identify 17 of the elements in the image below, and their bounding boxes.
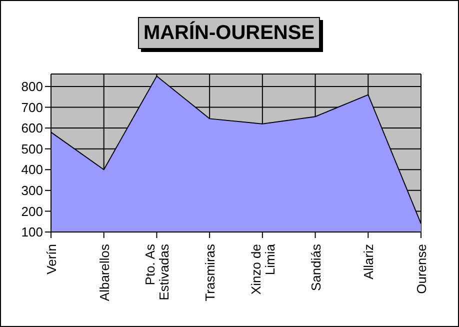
x-tick-label: Trasmiras: [202, 244, 218, 302]
y-tick-label: 600: [21, 120, 43, 136]
x-tick-label: Albarellos: [96, 244, 112, 302]
chart-title: MARÍN-OURENSE: [138, 17, 320, 49]
y-tick-label: 200: [21, 204, 43, 219]
y-tick-label: 400: [21, 162, 43, 178]
y-tick-label: 500: [21, 141, 43, 156]
x-tick-label: Sandiás: [308, 244, 324, 291]
y-tick-label: 800: [21, 79, 43, 94]
y-tick-label: 700: [21, 100, 43, 115]
x-tick-label: Allariz: [361, 244, 376, 280]
x-tick-label: Ourense: [414, 244, 429, 294]
x-tick-label: Pto. As Estivadas: [142, 244, 172, 300]
y-tick-label: 100: [21, 224, 43, 240]
x-tick-label: Verín: [44, 244, 59, 274]
y-tick-label: 300: [21, 183, 43, 198]
x-tick-label: Xinzo de Limia: [248, 243, 278, 295]
